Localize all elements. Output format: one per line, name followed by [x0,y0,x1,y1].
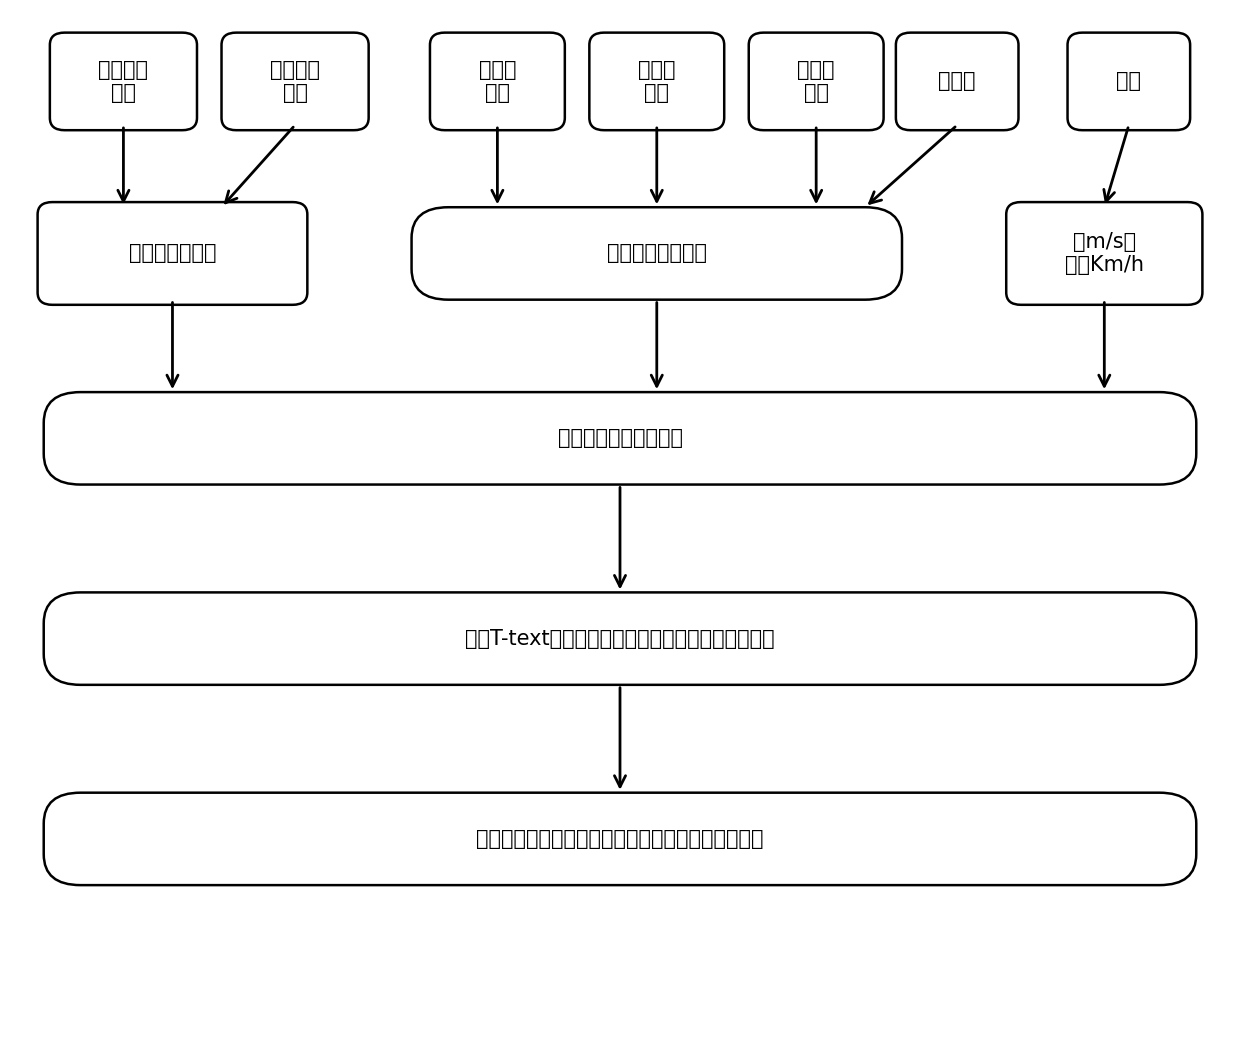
FancyBboxPatch shape [749,32,884,130]
Text: 方向盘
转角: 方向盘 转角 [479,59,516,103]
FancyBboxPatch shape [589,32,724,130]
Text: 对数据进行数据段分割: 对数据进行数据段分割 [558,428,682,449]
FancyBboxPatch shape [50,32,197,130]
FancyBboxPatch shape [37,202,308,305]
Text: 将m/s转
换成Km/h: 将m/s转 换成Km/h [1065,232,1143,275]
Text: 横摆角: 横摆角 [939,72,976,92]
FancyBboxPatch shape [895,32,1018,130]
FancyBboxPatch shape [43,392,1197,484]
FancyBboxPatch shape [222,32,368,130]
FancyBboxPatch shape [43,592,1197,685]
Text: 速度: 速度 [1116,72,1141,92]
Text: 制动踏板
位移: 制动踏板 位移 [270,59,320,103]
Text: 横摆角
速度: 横摆角 速度 [797,59,835,103]
FancyBboxPatch shape [1006,202,1203,305]
Text: 应用T-text算法对各个数据段的数据进行异常值处理: 应用T-text算法对各个数据段的数据进行异常值处理 [465,629,775,649]
FancyBboxPatch shape [430,32,565,130]
FancyBboxPatch shape [43,792,1197,885]
FancyBboxPatch shape [1068,32,1190,130]
Text: 制动与加速数据: 制动与加速数据 [129,244,216,263]
FancyBboxPatch shape [412,207,901,300]
Text: 方向盘
转速: 方向盘 转速 [639,59,676,103]
Text: 应用卡尔曼滤波算法各个数据段的数据进行滤波处理: 应用卡尔曼滤波算法各个数据段的数据进行滤波处理 [476,829,764,848]
Text: 将弧度转换成角度: 将弧度转换成角度 [606,244,707,263]
Text: 加速踏板
位移: 加速踏板 位移 [98,59,149,103]
